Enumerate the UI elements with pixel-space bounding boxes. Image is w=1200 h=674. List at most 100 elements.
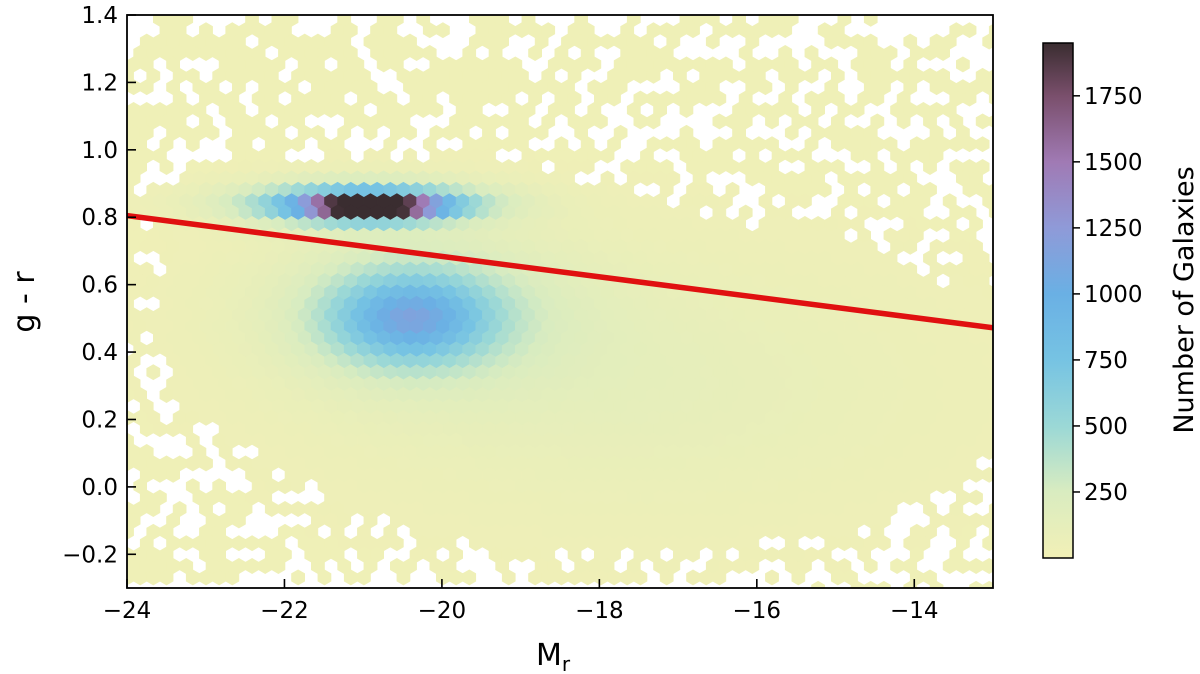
y-axis-label: g - r [7,271,42,333]
hexbin-cell [139,15,141,16]
hexbin-cell [159,569,174,586]
hexbin-cell [718,15,720,16]
hexbin-cell [152,15,154,16]
hexbin-cell [890,558,904,574]
y-tick-label: 1.4 [81,3,118,29]
hexbin-cell [580,159,595,175]
hexbin-cell [962,22,977,39]
y-tick-label: −0.2 [62,542,118,568]
hexbin-cell [996,80,1009,95]
hexbin-cell [271,15,273,16]
hexbin-cell [975,136,990,153]
y-tick-label: 0.0 [81,475,118,501]
hexbin-cell [547,15,549,16]
colorbar-tick-label: 1500 [1084,150,1143,176]
hexbin-cell [996,57,1009,72]
hexbin-cell [705,33,720,50]
hexbin-cell [429,102,444,118]
hexbin-cell [357,569,371,586]
hexbin-cell [225,569,240,586]
hexbin-cell [996,376,1009,391]
hexbin-cell [798,193,812,210]
hexbin-cell [988,502,993,516]
hexbin-cell [127,250,134,267]
hexbin-cell [436,22,450,39]
hexbin-cell [127,295,134,312]
hexbin-cell [870,90,885,107]
hexbin-cell [996,102,1009,117]
hexbin-cell [850,102,865,118]
colorbar-tick-label: 750 [1084,348,1128,374]
hexbin-cell [455,15,457,16]
hexbin-cell [996,262,1009,277]
hexbin-cell [771,15,773,16]
colorbar-tick-label: 1000 [1084,282,1143,308]
hexbin-cell [139,79,154,96]
x-axis-label: Mr [536,638,571,674]
hexbin-cell [245,558,259,574]
hexbin-cell [745,558,760,574]
hexbin-cell [127,432,134,449]
hexbin-cell [784,124,799,141]
hexbin-cell [975,113,990,130]
hexbin-cell [765,569,779,586]
hexbin-cell [996,308,1009,323]
hexbin-cell [107,45,120,60]
hexbin-cell [996,581,1009,596]
hexbin-cell [626,15,628,16]
hexbin-cell [988,115,993,128]
y-tick-label: 1.0 [81,138,118,164]
hexbin-cell [705,15,707,16]
hexbin-cell [791,569,806,586]
colorbar-gradient [1042,42,1074,559]
hexbin-cell [679,102,694,118]
hexbin-cell [982,444,993,460]
hexbin-cell [988,525,993,539]
hexbin-cell [165,15,168,16]
hexbin-cell [291,501,305,517]
hexbin-cell [996,194,1009,209]
hexbin-cell [765,546,779,563]
hexbin-cell [936,45,950,61]
hexbin-cell [521,15,523,16]
hexbin-cell [291,569,305,586]
y-tick-label: 0.4 [81,340,118,366]
hexbin-cell [679,15,681,16]
hexbin-cell [284,15,286,16]
hexbin-cell [317,569,332,586]
hexbin-cell [903,238,918,255]
hexbin-cell [988,183,993,197]
hexbin-cell [686,569,700,586]
hexbin-cell [205,15,207,16]
hexbin-cell [607,90,621,107]
hexbin-cell [633,569,648,586]
hexbin-cell [127,311,128,320]
hexbin-cell [587,15,589,16]
hexbin-cell [278,501,292,517]
hexbin-cell [988,23,993,37]
hexbin-cell [146,501,161,517]
hexbin-cell [996,444,1009,459]
hexbin-cell [462,569,477,586]
hexbin-cell [127,105,128,115]
hexbin-cell [613,15,615,16]
x-axis: −24 −22 −20 −18 −16 −14 [103,579,939,624]
hexbin-cell [415,15,418,16]
colorbar-tick-label: 500 [1084,414,1128,440]
hexbin-cell [996,285,1009,300]
hexbin-cell [896,113,911,130]
hexbin-cell [996,125,1009,140]
y-tick-label: 0.6 [81,273,118,299]
x-tick-label: −14 [890,598,939,624]
colorbar-ticks: 250 500 750 1000 1250 1500 1750 [1073,84,1143,506]
x-tick-label: −24 [103,598,152,624]
hexbin-cell [231,15,233,16]
hexbin-cell [107,524,120,539]
hexbin-cell [778,22,793,39]
hexbin-cell [127,37,128,46]
x-tick-label: −22 [260,598,309,624]
hexbin-cell [245,535,259,552]
hexbin-cell [232,512,246,529]
hexbin-cell [389,15,391,16]
